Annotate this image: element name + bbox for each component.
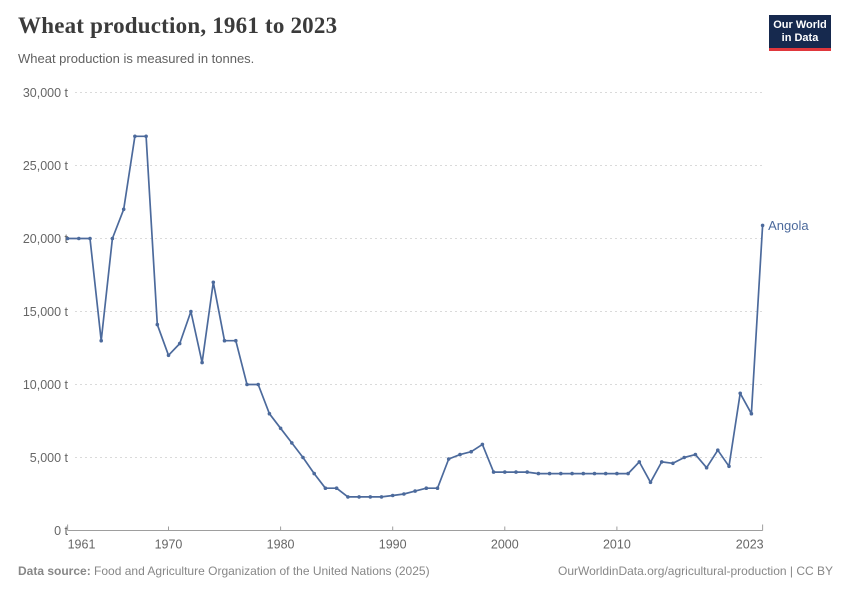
data-point[interactable]	[536, 471, 541, 476]
x-tick-label: 1961	[68, 538, 96, 552]
y-tick-label: 5,000 t	[30, 451, 69, 465]
data-point[interactable]	[749, 411, 754, 416]
data-point[interactable]	[133, 134, 137, 139]
data-point[interactable]	[334, 486, 339, 491]
data-point[interactable]	[547, 471, 552, 476]
data-point[interactable]	[626, 471, 630, 476]
data-point[interactable]	[357, 495, 361, 499]
data-point[interactable]	[290, 441, 294, 445]
owid-logo-line2: in Data	[781, 31, 819, 44]
y-tick-label: 20,000 t	[23, 232, 69, 246]
data-point[interactable]	[77, 236, 81, 241]
series-line-angola[interactable]	[66, 135, 764, 498]
page-title: Wheat production, 1961 to 2023	[18, 13, 338, 38]
data-point[interactable]	[211, 280, 216, 285]
data-point[interactable]	[121, 207, 126, 212]
data-point[interactable]	[390, 493, 395, 498]
data-source-text: Food and Agriculture Organization of the…	[90, 564, 430, 578]
data-point[interactable]	[278, 426, 283, 431]
data-point[interactable]	[682, 455, 686, 460]
data-source-label: Data source:	[18, 564, 91, 578]
data-point[interactable]	[760, 223, 765, 228]
data-point[interactable]	[704, 465, 709, 470]
data-point[interactable]	[581, 471, 586, 476]
y-tick-label: 30,000 t	[23, 86, 69, 100]
data-point[interactable]	[615, 471, 619, 476]
data-point[interactable]	[110, 236, 115, 241]
data-point[interactable]	[559, 471, 563, 476]
data-point[interactable]	[525, 470, 529, 474]
x-tick-label: 1980	[267, 538, 295, 552]
data-point[interactable]	[659, 460, 664, 464]
data-point[interactable]	[155, 322, 160, 327]
owid-logo-line1: Our World	[773, 18, 827, 31]
data-point[interactable]	[144, 134, 148, 139]
data-point[interactable]	[177, 341, 182, 346]
x-tick-label: 1990	[379, 538, 407, 552]
data-point[interactable]	[65, 236, 70, 241]
data-point[interactable]	[200, 360, 204, 365]
data-point[interactable]	[491, 470, 496, 474]
data-point[interactable]	[346, 495, 350, 499]
data-point[interactable]	[671, 461, 675, 466]
data-point[interactable]	[514, 470, 518, 474]
data-point[interactable]	[469, 449, 474, 454]
y-tick-label: 10,000 t	[23, 378, 69, 392]
data-point[interactable]	[480, 442, 485, 447]
data-point[interactable]	[323, 486, 328, 491]
data-point[interactable]	[301, 455, 305, 460]
data-point[interactable]	[88, 236, 92, 241]
data-point[interactable]	[738, 391, 742, 396]
data-point[interactable]	[570, 471, 574, 476]
y-tick-label: 25,000 t	[23, 159, 69, 173]
series-end-label: Angola	[768, 218, 809, 233]
data-point[interactable]	[446, 457, 451, 461]
chart-footer: Data source: Food and Agriculture Organi…	[18, 564, 833, 578]
chart-subtitle: Wheat production is measured in tonnes.	[18, 51, 255, 66]
owid-logo[interactable]: Our World in Data	[769, 15, 831, 51]
data-point[interactable]	[245, 382, 249, 387]
data-point[interactable]	[256, 382, 261, 387]
data-point[interactable]	[637, 460, 642, 464]
data-point[interactable]	[413, 489, 417, 493]
data-point[interactable]	[503, 470, 507, 474]
data-point[interactable]	[267, 411, 272, 416]
data-point[interactable]	[368, 495, 373, 499]
data-point[interactable]	[166, 353, 171, 358]
x-tick-label: 2010	[603, 538, 631, 552]
x-tick-label: 2023	[736, 538, 764, 552]
data-point[interactable]	[458, 452, 462, 457]
data-point[interactable]	[603, 471, 608, 476]
data-point[interactable]	[99, 338, 103, 343]
data-point[interactable]	[648, 480, 653, 485]
x-tick-label: 2000	[491, 538, 519, 552]
data-point[interactable]	[379, 495, 384, 499]
x-tick-label: 1970	[155, 538, 183, 552]
data-source-note: Data source: Food and Agriculture Organi…	[18, 564, 430, 578]
data-point[interactable]	[727, 464, 731, 469]
y-tick-label: 0 t	[54, 524, 68, 538]
data-point[interactable]	[222, 338, 227, 343]
data-point[interactable]	[189, 309, 193, 314]
data-point[interactable]	[592, 471, 597, 476]
data-point[interactable]	[435, 486, 440, 491]
data-point[interactable]	[716, 448, 720, 453]
data-point[interactable]	[693, 452, 698, 457]
data-point[interactable]	[402, 492, 406, 496]
owid-link[interactable]: OurWorldinData.org/agricultural-producti…	[557, 564, 833, 578]
data-point[interactable]	[424, 486, 429, 491]
y-tick-label: 15,000 t	[23, 305, 69, 319]
data-point[interactable]	[312, 471, 317, 476]
data-point[interactable]	[234, 338, 238, 343]
